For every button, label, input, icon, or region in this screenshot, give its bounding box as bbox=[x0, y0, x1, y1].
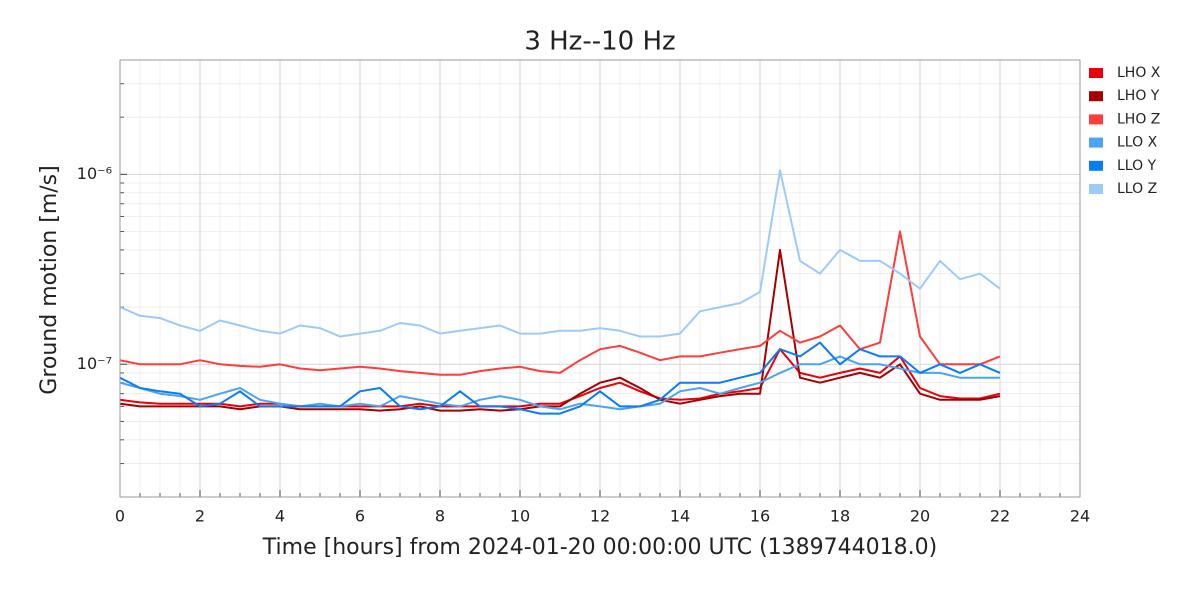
y-tick-label: 10⁻⁶ bbox=[77, 164, 112, 183]
legend-label: LLO X bbox=[1117, 135, 1158, 151]
x-tick-label: 10 bbox=[510, 507, 530, 526]
x-tick-label: 14 bbox=[670, 507, 690, 526]
x-tick-label: 18 bbox=[830, 507, 850, 526]
series-line bbox=[119, 348, 1001, 408]
x-tick-label: 22 bbox=[990, 507, 1010, 526]
y-tick-label: 10⁻⁷ bbox=[77, 354, 112, 373]
x-tick-label: 0 bbox=[115, 507, 125, 526]
legend-swatch bbox=[1089, 114, 1103, 125]
legend-swatch bbox=[1089, 160, 1103, 171]
x-tick-label: 20 bbox=[910, 507, 930, 526]
x-tick-label: 16 bbox=[750, 507, 770, 526]
legend-swatch bbox=[1089, 68, 1103, 78]
x-tick-label: 4 bbox=[275, 507, 285, 526]
series-line bbox=[119, 355, 1000, 411]
legend-label: LLO Y bbox=[1117, 158, 1157, 174]
series-line bbox=[119, 169, 1001, 338]
legend-label: LHO Z bbox=[1117, 111, 1160, 127]
legend-swatch bbox=[1089, 137, 1103, 148]
legend-label: LLO Z bbox=[1117, 181, 1157, 197]
legend-label: LHO Y bbox=[1117, 88, 1160, 104]
x-tick-label: 2 bbox=[195, 507, 205, 526]
chart-title: 3 Hz--10 Hz bbox=[524, 27, 675, 57]
series-line bbox=[119, 341, 1001, 415]
x-tick-label: 24 bbox=[1070, 507, 1090, 526]
legend-swatch bbox=[1089, 91, 1103, 102]
legend-swatch bbox=[1089, 184, 1103, 194]
x-tick-label: 12 bbox=[590, 507, 610, 526]
x-tick-label: 8 bbox=[435, 507, 445, 526]
plot-frame bbox=[119, 59, 1081, 498]
x-tick-label: 6 bbox=[355, 507, 365, 526]
series-line bbox=[119, 230, 1001, 376]
y-axis-label: Ground motion [m/s] bbox=[37, 165, 62, 394]
legend-label: LHO X bbox=[1117, 65, 1161, 81]
x-axis-label: Time [hours] from 2024-01-20 00:00:00 UT… bbox=[262, 535, 937, 560]
